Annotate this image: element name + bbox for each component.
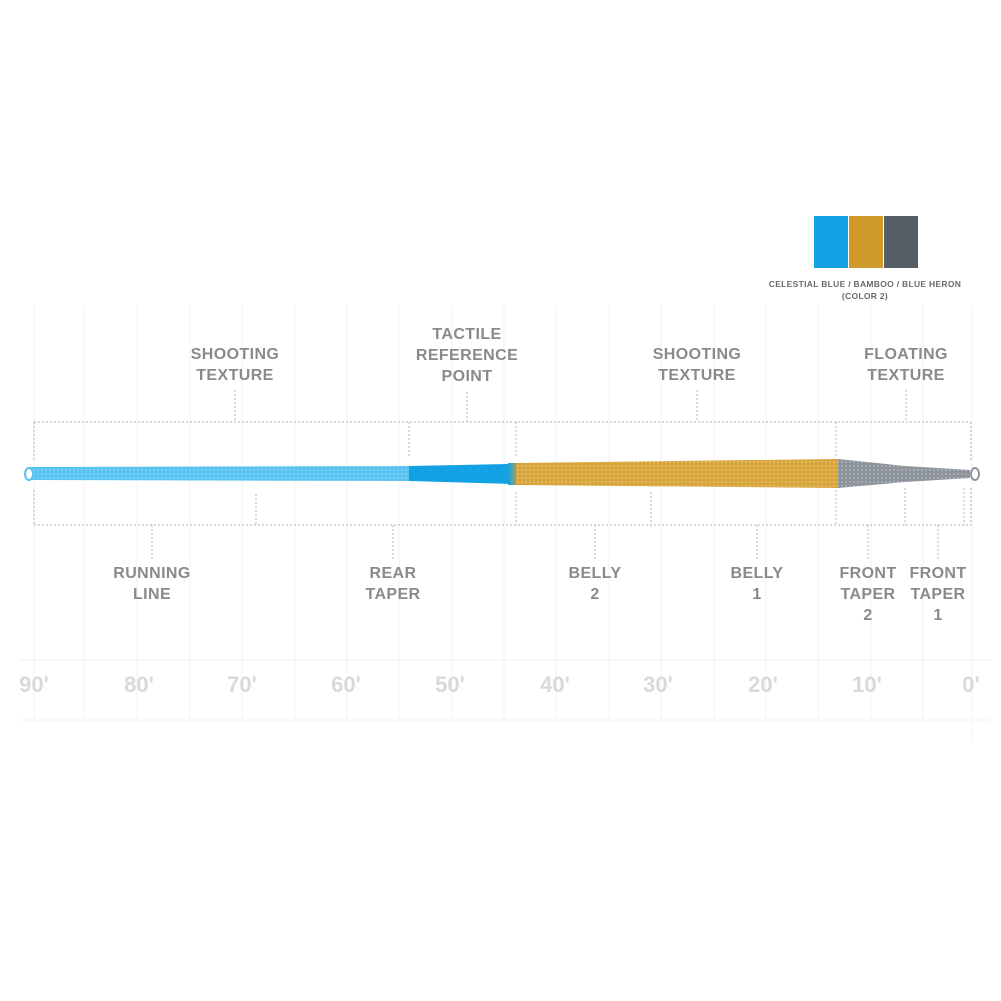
- scale-tick: 0': [962, 672, 980, 697]
- fly-line: [24, 459, 980, 488]
- label-line: BELLY: [730, 565, 784, 582]
- label-tactile-reference-point: TACTILE REFERENCE POINT: [407, 324, 527, 387]
- label-line: RUNNING: [113, 565, 191, 582]
- label-shooting-texture-front: SHOOTING TEXTURE: [637, 344, 757, 386]
- label-line: 2: [590, 586, 600, 603]
- scale-tick: 40': [540, 672, 570, 697]
- label-line: FRONT: [909, 565, 967, 582]
- label-belly-1: BELLY 1: [707, 563, 807, 605]
- label-shooting-texture-rear: SHOOTING TEXTURE: [175, 344, 295, 386]
- swatch-bamboo: [849, 216, 883, 268]
- label-line: SHOOTING: [190, 346, 280, 363]
- label-line: POINT: [441, 368, 493, 385]
- front-loop: [970, 467, 980, 481]
- scale-tick: 10': [852, 672, 882, 697]
- scale-tick: 30': [643, 672, 673, 697]
- scale-tick: 80': [124, 672, 154, 697]
- rear-taper-section: [409, 464, 512, 484]
- color-caption: CELESTIAL BLUE / BAMBOO / BLUE HERON (CO…: [735, 278, 995, 302]
- label-floating-texture: FLOATING TEXTURE: [846, 344, 966, 386]
- background-grid: [20, 305, 990, 740]
- scale-tick: 50': [435, 672, 465, 697]
- label-line: 1: [933, 607, 943, 624]
- swatch-celestial-blue: [814, 216, 848, 268]
- label-line: FLOATING: [864, 346, 948, 363]
- label-line: REFERENCE: [415, 347, 519, 364]
- label-rear-taper: REAR TAPER: [333, 563, 453, 605]
- label-line: TAPER: [840, 586, 896, 603]
- scale-tick: 70': [227, 672, 257, 697]
- label-line: TAPER: [910, 586, 966, 603]
- color-caption-line1: CELESTIAL BLUE / BAMBOO / BLUE HERON: [768, 279, 962, 289]
- scale-tick: 20': [748, 672, 778, 697]
- scale-tick: 60': [331, 672, 361, 697]
- label-line: FRONT: [839, 565, 897, 582]
- label-line: TEXTURE: [658, 367, 736, 384]
- label-front-taper-2: FRONT TAPER 2: [833, 563, 903, 626]
- label-line: 1: [752, 586, 762, 603]
- color-caption-line2: (COLOR 2): [841, 291, 889, 301]
- label-running-line: RUNNING LINE: [92, 563, 212, 605]
- label-front-taper-1: FRONT TAPER 1: [903, 563, 973, 626]
- label-line: 2: [863, 607, 873, 624]
- label-line: TAPER: [365, 586, 421, 603]
- label-belly-2: BELLY 2: [545, 563, 645, 605]
- label-line: TACTILE: [432, 326, 502, 343]
- rear-loop: [24, 467, 34, 481]
- label-line: REAR: [369, 565, 417, 582]
- label-line: LINE: [132, 586, 172, 603]
- label-line: SHOOTING: [652, 346, 742, 363]
- swatch-blue-heron: [884, 216, 918, 268]
- scale-tick: 90': [19, 672, 49, 697]
- section-brackets: [33, 390, 972, 560]
- label-line: TEXTURE: [196, 367, 274, 384]
- label-line: TEXTURE: [867, 367, 945, 384]
- label-line: BELLY: [568, 565, 622, 582]
